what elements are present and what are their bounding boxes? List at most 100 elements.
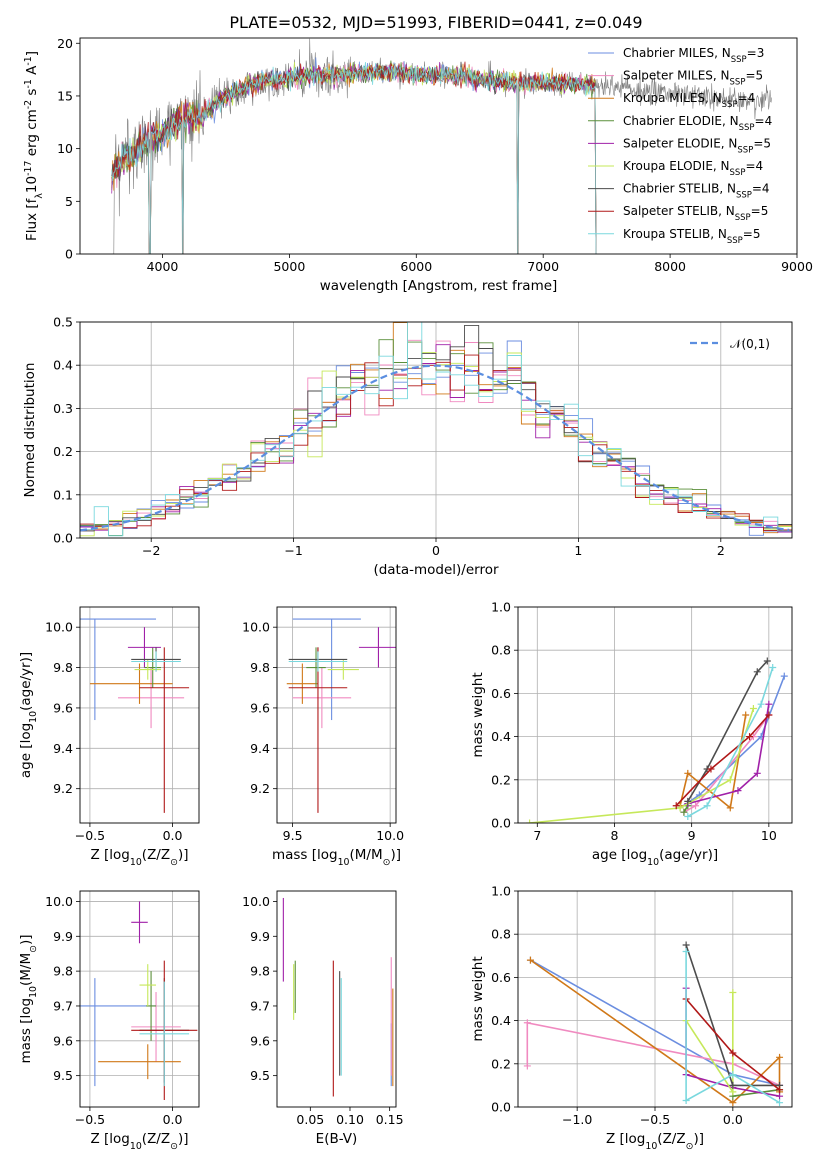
weight-line-salpeter-miles — [683, 714, 770, 813]
weight-point — [526, 956, 534, 964]
x-tick-label: 0.0 — [163, 1112, 183, 1127]
errorbar-kroupa-miles — [98, 1044, 181, 1080]
y-tick-label: 20 — [57, 36, 73, 51]
x-axis-label: wavelength [Angstrom, rest frame] — [320, 278, 558, 294]
y-tick-label: 9.5 — [53, 1068, 73, 1083]
weight-point — [692, 802, 700, 810]
panel-age-vs-Z: −0.5 0.0 9.2 9.4 9.6 9.8 10.0 Z [log10(Z/Z⊙)] ag… — [18, 606, 200, 868]
model-spectrum-kroupa-miles — [111, 62, 597, 254]
weight-point — [682, 947, 690, 955]
y-tick-label: 0.1 — [53, 487, 73, 502]
weight-line-salpeter-miles — [526, 1021, 780, 1087]
x-axis-label: Z [log10(Z/Z⊙)] — [90, 1131, 188, 1152]
legend-entry: 𝒩(0,1) — [730, 337, 770, 351]
errorbar-salpeter-miles — [131, 992, 181, 1062]
weight-line-chabrier-elodie — [683, 805, 689, 813]
y-axis-label: mass [log10(M/M⊙)] — [18, 934, 39, 1063]
weight-point — [729, 1071, 737, 1079]
x-tick-label: −0.5 — [640, 1112, 670, 1127]
residual-legend: 𝒩(0,1) — [690, 337, 770, 351]
y-tick-label: 0.2 — [491, 772, 511, 787]
x-tick-label: 0 — [432, 543, 440, 558]
weight-point — [726, 804, 734, 812]
y-tick-label: 0.5 — [53, 315, 73, 330]
errorbar-kroupa-miles — [286, 663, 318, 704]
weight-point — [776, 1092, 784, 1100]
y-tick-label: 0.6 — [491, 970, 511, 985]
panel-weight-vs-age: 7 8 9 10 0.0 0.2 0.4 0.6 0.8 1.0 age [log10(age/yr… — [470, 600, 793, 868]
y-tick-label: 9.8 — [53, 660, 73, 675]
y-tick-label: 9.7 — [250, 998, 270, 1013]
plot-area-mass-vs-Z — [80, 901, 198, 1101]
x-tick-label: 4000 — [147, 259, 179, 274]
weight-point — [703, 802, 711, 810]
y-tick-label: 9.6 — [250, 1033, 270, 1048]
y-tick-label: 0.0 — [53, 531, 73, 546]
y-tick-label: 9.5 — [250, 1068, 270, 1083]
x-tick-label: −2 — [142, 543, 160, 558]
errorbar-salpeter-elodie — [127, 627, 161, 668]
weight-point — [749, 705, 757, 713]
x-axis-label: Z [log10(Z/Z⊙)] — [606, 1131, 704, 1152]
weight-point — [526, 819, 534, 823]
x-tick-label: 7000 — [527, 259, 559, 274]
y-tick-label: 9.4 — [53, 741, 73, 756]
x-axis-label: (data-model)/error — [373, 562, 499, 578]
x-tick-label: 8000 — [654, 259, 686, 274]
y-tick-label: 10 — [57, 141, 73, 156]
residual-histogram-kroupa-stelib — [80, 322, 792, 537]
panel-weight-vs-Z: −1.0 −0.5 0.0 0.0 0.2 0.4 0.6 0.8 1.0 Z [log10(Z/… — [470, 884, 793, 1152]
x-tick-label: −0.5 — [75, 1112, 105, 1127]
x-tick-label: 6000 — [400, 259, 432, 274]
x-tick-label: 7 — [533, 828, 541, 843]
x-tick-label: 10.0 — [376, 828, 404, 843]
y-tick-label: 9.9 — [250, 929, 270, 944]
weight-point — [734, 787, 742, 795]
legend-entry: Chabrier ELODIE, NSSP=4 — [623, 114, 772, 133]
axes-frame — [79, 890, 200, 1108]
weight-point — [729, 1099, 737, 1107]
y-tick-label: 5 — [65, 194, 73, 209]
errorbar-kroupa-stelib — [288, 651, 348, 672]
x-axis-label: Z [log10(Z/Z⊙)] — [90, 847, 188, 868]
weight-point — [707, 765, 715, 773]
x-axis-label: mass [log10(M/M⊙)] — [272, 847, 401, 868]
y-tick-label: 0 — [65, 247, 73, 262]
errorbar-chabrier-miles — [80, 618, 157, 721]
y-tick-label: 9.8 — [250, 660, 270, 675]
weight-point — [757, 700, 765, 708]
weight-line-chabrier-stelib — [687, 660, 768, 802]
weight-point — [776, 1053, 784, 1061]
axes-frame — [79, 37, 798, 255]
weight-point — [676, 804, 684, 812]
errorbar-chabrier-miles — [80, 978, 157, 1087]
weight-point — [763, 657, 771, 665]
errorbar-kroupa-elodie — [134, 659, 161, 680]
legend-entry: Salpeter MILES, NSSP=5 — [623, 69, 763, 88]
weight-point — [672, 802, 680, 810]
y-tick-label: 0.8 — [491, 643, 511, 658]
y-tick-label: 0.0 — [491, 1100, 511, 1115]
y-tick-label: 9.4 — [250, 741, 270, 756]
y-tick-label: 10.0 — [45, 894, 73, 909]
weight-line-chabrier-elodie — [732, 1088, 780, 1097]
y-tick-label: 9.2 — [250, 781, 270, 796]
errorbar-kroupa-elodie — [327, 659, 359, 680]
weight-point — [742, 711, 750, 719]
x-tick-label: 2 — [717, 543, 725, 558]
weight-point — [729, 1049, 737, 1057]
errorbar-salpeter-elodie — [131, 901, 148, 944]
weight-line-kroupa-elodie — [529, 708, 755, 823]
legend-entry: Kroupa STELIB, NSSP=5 — [623, 227, 761, 246]
y-tick-label: 0.6 — [491, 686, 511, 701]
y-tick-label: 10.0 — [45, 620, 73, 635]
weight-point — [776, 1099, 784, 1107]
x-tick-label: 0.05 — [296, 1112, 324, 1127]
plot-area-age-vs-Z — [80, 618, 190, 813]
x-tick-label: 5000 — [273, 259, 305, 274]
x-tick-label: −1.0 — [562, 1112, 592, 1127]
weight-line-kroupa-stelib — [685, 951, 780, 1104]
panel-residuals: −2 −1 0 1 2 0.0 0.1 0.2 0.3 0.4 0.5 (data-model)/er… — [22, 315, 793, 578]
x-tick-label: 0.15 — [376, 1112, 404, 1127]
